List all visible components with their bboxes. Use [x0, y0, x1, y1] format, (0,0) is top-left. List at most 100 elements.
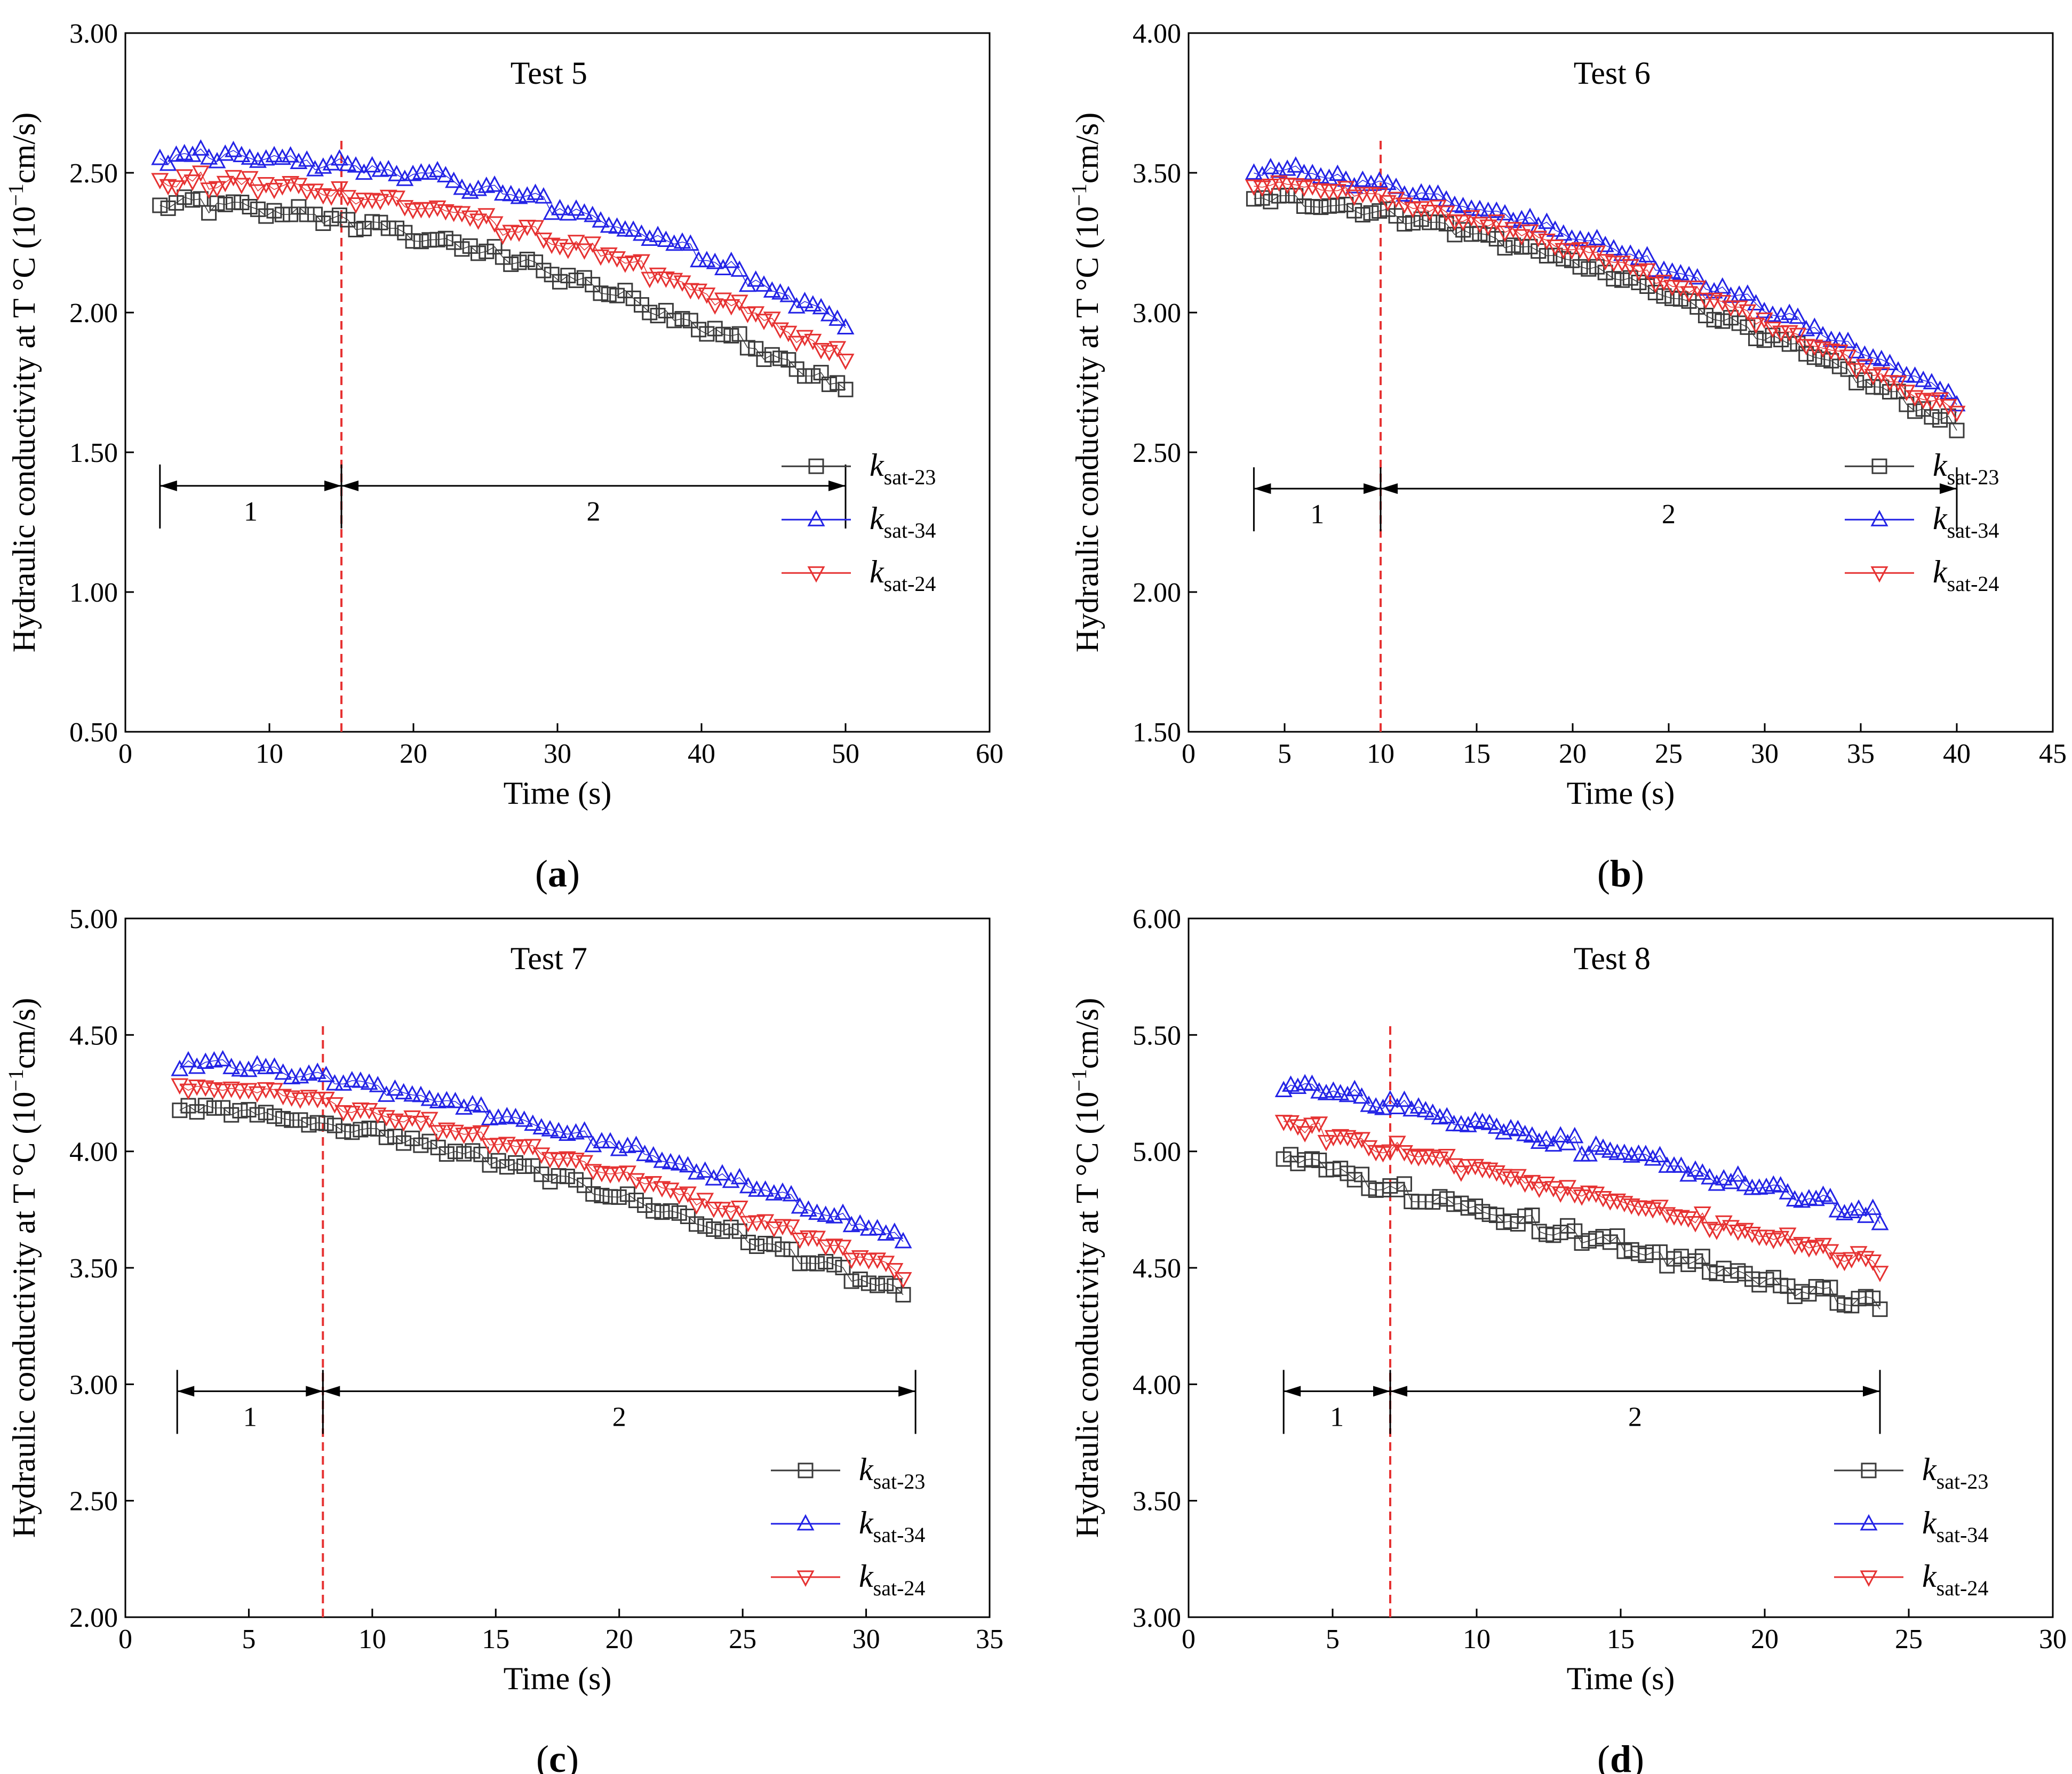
data-point-sat-23 [348, 221, 364, 237]
data-point-sat-24 [308, 1092, 326, 1108]
data-point-sat-24 [1856, 1251, 1875, 1268]
arrow-head-right [324, 480, 341, 491]
data-point-sat-34 [1793, 1191, 1811, 1208]
stage-label-2: 2 [587, 497, 601, 527]
data-point-sat-24 [795, 330, 814, 347]
data-point-sat-23 [331, 207, 347, 223]
data-point-sat-24 [1658, 1207, 1676, 1224]
data-point-sat-24 [636, 1177, 654, 1194]
data-point-sat-34 [527, 183, 545, 200]
legend-symbol: k [1933, 448, 1948, 483]
data-point-sat-34 [851, 1214, 869, 1231]
data-point-sat-24 [241, 171, 259, 188]
data-point-sat-24 [1544, 1181, 1563, 1197]
legend-label-sat-23: ksat-23 [870, 448, 936, 489]
data-point-sat-24 [481, 1138, 499, 1155]
data-point-sat-23 [1932, 412, 1948, 428]
series-line-sat-24 [1254, 181, 1957, 413]
legend-subscript: sat-24 [884, 572, 936, 596]
series-line-sat-24 [160, 171, 846, 361]
data-point-sat-23 [1313, 199, 1329, 215]
data-point-sat-34 [641, 229, 659, 246]
data-point-sat-24 [1637, 1201, 1655, 1217]
data-point-sat-34 [1939, 382, 1957, 399]
data-point-sat-24 [453, 206, 471, 223]
data-point-sat-24 [763, 311, 781, 328]
data-point-sat-24 [265, 1083, 283, 1100]
data-point-sat-24 [167, 180, 185, 197]
data-point-sat-34 [649, 226, 667, 242]
data-point-sat-24 [1613, 255, 1631, 273]
data-point-sat-34 [231, 1060, 249, 1077]
data-point-sat-24 [420, 202, 439, 219]
data-point-sat-23 [1556, 251, 1572, 267]
data-point-sat-24 [1530, 1181, 1548, 1198]
subfigure-caption: (c) [536, 1738, 579, 1774]
data-point-sat-34 [308, 1062, 326, 1079]
data-point-sat-24 [1789, 327, 1807, 345]
data-point-sat-24 [1730, 300, 1748, 317]
data-point-sat-23 [1513, 239, 1529, 255]
data-point-sat-34 [1287, 156, 1305, 173]
data-point-sat-23 [380, 220, 396, 236]
data-point-sat-23 [1631, 275, 1647, 291]
data-point-sat-34 [317, 1066, 335, 1082]
series-line-sat-23 [160, 196, 846, 390]
data-point-sat-34 [1381, 1090, 1399, 1107]
data-point-sat-34 [1454, 196, 1472, 213]
y-tick-label: 2.00 [69, 1603, 118, 1633]
chart-panel-c: 0 5 10 15 20 25 30 35 2.00 2.50 3.00 3.50 4.00 4.50 5.… [4, 904, 1003, 1774]
data-point-sat-34 [1693, 1163, 1711, 1180]
data-point-sat-34 [506, 1107, 524, 1124]
data-point-sat-34 [817, 1205, 835, 1222]
x-tick-label: 30 [2039, 1624, 2067, 1655]
arrow-head-right [1863, 1386, 1880, 1397]
data-point-sat-24 [1395, 1145, 1413, 1162]
data-point-sat-24 [1686, 1216, 1704, 1233]
legend-subscript: sat-34 [884, 518, 936, 542]
data-point-sat-34 [755, 275, 773, 292]
data-point-sat-34 [352, 1071, 370, 1088]
data-point-sat-23 [821, 377, 837, 393]
data-point-sat-34 [222, 1058, 241, 1074]
caption-paren-close: ) [566, 1738, 579, 1774]
data-point-sat-23 [1246, 191, 1262, 207]
caption-paren-open: ( [1597, 1738, 1610, 1774]
data-point-sat-23 [772, 350, 788, 366]
data-point-sat-24 [412, 1115, 430, 1132]
data-point-sat-34 [515, 1110, 533, 1127]
data-point-sat-23 [344, 1124, 360, 1140]
data-point-sat-24 [584, 236, 602, 253]
data-point-sat-23 [585, 277, 601, 293]
data-point-sat-24 [1360, 1140, 1378, 1157]
data-point-sat-24 [1580, 1185, 1598, 1202]
data-point-sat-34 [445, 171, 463, 188]
data-point-sat-24 [1537, 233, 1556, 250]
data-point-sat-24 [1281, 1115, 1300, 1132]
data-point-sat-24 [808, 1230, 826, 1248]
data-point-sat-24 [1757, 1229, 1775, 1246]
data-point-sat-34 [1274, 1081, 1293, 1098]
data-point-sat-34 [248, 1054, 266, 1072]
data-point-sat-23 [714, 1223, 730, 1239]
data-point-sat-24 [306, 183, 324, 200]
data-point-sat-34 [369, 1076, 387, 1092]
data-point-sat-23 [805, 368, 821, 384]
data-point-sat-34 [1789, 307, 1807, 324]
y-tick-label: 3.50 [1133, 158, 1181, 189]
data-point-sat-23 [1723, 310, 1739, 326]
legend-subscript: sat-34 [1936, 1523, 1989, 1547]
legend-marker-sat-24 [807, 566, 825, 583]
data-point-sat-23 [723, 327, 739, 343]
data-point-sat-24 [1672, 1210, 1690, 1227]
data-point-sat-34 [575, 203, 593, 220]
x-axis-title: Time (s) [1567, 1661, 1675, 1696]
data-point-sat-23 [232, 1102, 248, 1118]
data-point-sat-34 [1672, 1156, 1690, 1173]
data-point-sat-23 [637, 1197, 653, 1213]
data-point-sat-34 [1663, 262, 1681, 279]
x-tick-label: 15 [482, 1624, 509, 1655]
data-point-sat-24 [469, 213, 488, 230]
data-point-sat-34 [472, 1096, 490, 1113]
x-tick-label: 5 [242, 1624, 256, 1655]
